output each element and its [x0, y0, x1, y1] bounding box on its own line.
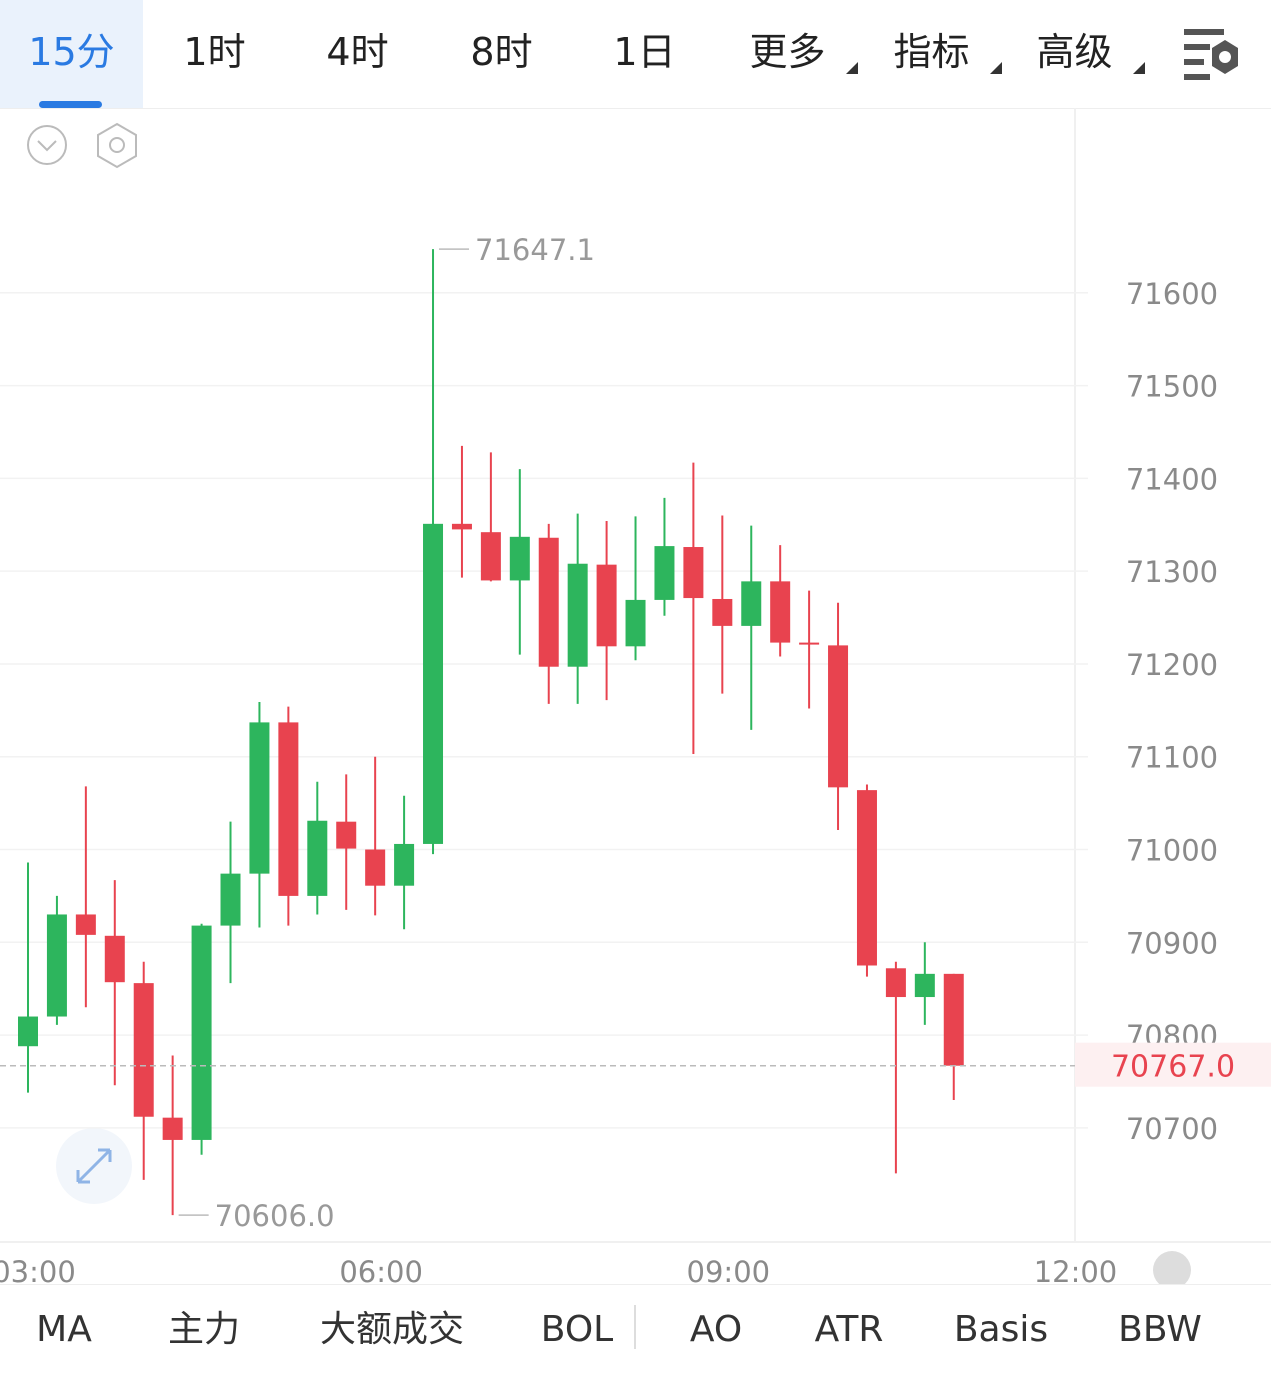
indicator-tab[interactable]: 主力 — [167, 1309, 241, 1350]
timeframe-tab[interactable]: 指标 — [893, 30, 970, 74]
candle-body — [394, 843, 415, 886]
x-tick-label: 12:00 — [1034, 1255, 1118, 1284]
candle-body — [799, 642, 820, 645]
candle-body — [307, 820, 328, 896]
x-tick-label: 06:00 — [339, 1255, 423, 1284]
tab-indicator — [39, 101, 102, 108]
candle-body — [104, 935, 125, 983]
chart: 7070070800709007100071100712007130071400… — [0, 108, 1271, 1284]
y-tick-label: 71300 — [1126, 555, 1218, 589]
collapse-icon[interactable] — [27, 125, 67, 165]
timeframe-tab[interactable]: 更多 — [749, 30, 826, 74]
y-tick-label: 71100 — [1126, 741, 1218, 775]
candle-body — [220, 873, 241, 926]
indicator-tab[interactable]: ATR — [814, 1309, 884, 1350]
candle-body — [75, 914, 96, 935]
candle-body — [828, 645, 849, 788]
scroll-latest-button[interactable] — [1153, 1251, 1191, 1284]
settings-dot — [109, 137, 125, 153]
candle-body — [567, 563, 588, 667]
timeframe-tab[interactable]: 高级 — [1036, 30, 1113, 74]
y-tick-label: 71400 — [1126, 462, 1218, 496]
settings-icon[interactable] — [97, 122, 137, 169]
y-tick-label: 70700 — [1126, 1112, 1218, 1146]
timeframe-bar: 15分 1时 4时 8时 1日 更多 指标 高级 — [0, 0, 1271, 109]
candle-body — [451, 523, 472, 530]
candle-body — [191, 925, 212, 1140]
dropdown-arrow — [846, 62, 858, 74]
y-tick-label: 71000 — [1126, 834, 1218, 868]
candle-body — [914, 973, 935, 998]
timeframe-tab[interactable]: 8时 — [470, 30, 533, 74]
candle-body — [712, 598, 733, 626]
indicator-tab[interactable]: AO — [689, 1309, 743, 1350]
toolbar-icons — [27, 122, 1191, 1284]
high-label: 71647.1 — [475, 233, 595, 267]
candle-body — [365, 849, 386, 886]
candle-body — [423, 523, 444, 844]
indicator-bar: MA 主力 大额成交 BOL AO ATR Basis BBW — [0, 1284, 1271, 1384]
candle-body — [133, 983, 154, 1117]
candle-body — [683, 547, 704, 599]
candle-body — [856, 790, 877, 966]
y-tick-label: 71200 — [1126, 648, 1218, 682]
candle-body — [943, 973, 964, 1066]
candle-body — [741, 581, 762, 626]
indicator-tab[interactable]: 大额成交 — [319, 1309, 465, 1350]
last-price-label: 70767.0 — [1111, 1050, 1235, 1085]
dropdown-arrow — [1133, 62, 1145, 74]
last-price-box — [1075, 1042, 1271, 1087]
indicator-tab[interactable]: BBW — [1118, 1309, 1202, 1350]
candle-body — [278, 722, 299, 896]
candle-body — [46, 914, 67, 1017]
candle-body — [480, 532, 501, 581]
candle-body — [18, 1016, 38, 1047]
timeframe-tab[interactable]: 4时 — [326, 30, 389, 74]
separator — [634, 1305, 636, 1349]
y-tick-label: 70900 — [1126, 926, 1218, 960]
candle-body — [249, 722, 270, 874]
chart-settings-icon[interactable] — [1180, 20, 1250, 90]
timeframe-tab[interactable]: 1时 — [183, 30, 246, 74]
candle-body — [625, 599, 646, 647]
indicator-tab[interactable]: BOL — [540, 1309, 614, 1350]
candle-body — [654, 546, 675, 600]
expand-icon — [76, 1148, 112, 1184]
candle-body — [596, 564, 617, 647]
candle-body — [509, 536, 530, 581]
candle-body — [336, 821, 357, 849]
indicator-tab[interactable]: MA — [36, 1309, 92, 1350]
y-tick-label: 71500 — [1126, 370, 1218, 404]
candle-body — [770, 581, 791, 643]
chevron — [37, 140, 57, 152]
candle-body — [162, 1117, 183, 1140]
x-tick-label: 09:00 — [687, 1255, 771, 1284]
candle-body — [538, 537, 559, 667]
timeframe-tab[interactable]: 1日 — [613, 30, 676, 74]
low-label: 70606.0 — [215, 1199, 335, 1233]
y-tick-label: 71600 — [1126, 277, 1218, 311]
candle-body — [885, 968, 906, 998]
dropdown-arrow — [990, 62, 1002, 74]
timeframe-tab[interactable]: 15分 — [0, 0, 143, 108]
x-tick-label: 03:00 — [0, 1255, 76, 1284]
indicator-tab[interactable]: Basis — [953, 1309, 1049, 1350]
